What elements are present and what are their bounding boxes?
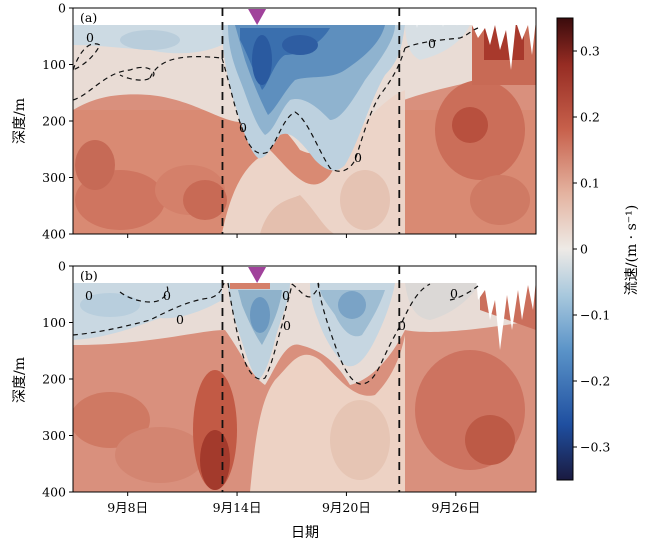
panel-b: 0 0 0 0 0 0 0 (b) 0 100 200 300 400 9月8日 9月14…: [12, 259, 537, 515]
contour-label: 0: [354, 150, 362, 165]
x-tick-label: 9月8日: [107, 500, 148, 515]
y-tick-label: 0: [58, 1, 66, 16]
colorbar-tick-label: −0.1: [580, 308, 610, 323]
contour-label: 0: [239, 120, 247, 135]
panel-label: (b): [80, 268, 98, 283]
x-axis-label: 日期: [291, 525, 319, 541]
typhoon-marker: [248, 267, 267, 283]
panel-a: 0 0 0 0 (a) 0 100 200 300 400 深度/m: [12, 1, 537, 242]
panel-a-x-ticks: [127, 234, 457, 238]
panel-b-event-lines: [221, 266, 401, 492]
y-tick-label: 300: [42, 170, 66, 185]
contour-label: 0: [428, 36, 436, 51]
contour-label: 0: [283, 318, 291, 333]
colorbar: 0.3 0.2 0.1 0 −0.1 −0.2 −0.3 流速/(m · s⁻¹): [556, 17, 640, 481]
panel-b-contour-labels: 0 0 0 0 0 0 0: [85, 286, 458, 333]
y-tick-label: 400: [42, 485, 66, 500]
contour-label: 0: [85, 288, 93, 303]
y-tick-label: 400: [42, 227, 66, 242]
colorbar-tick-label: 0.1: [580, 176, 600, 191]
y-tick-label: 100: [42, 315, 66, 330]
colorbar-label: 流速/(m · s⁻¹): [624, 205, 640, 295]
y-axis-label: 深度/m: [12, 357, 28, 403]
x-tick-label: 9月14日: [213, 500, 262, 515]
y-tick-label: 100: [42, 57, 66, 72]
panel-a-field: 0 0 0 0: [73, 8, 536, 234]
panel-a-y-axis: 0 100 200 300 400: [42, 1, 73, 242]
colorbar-ticks: 0.3 0.2 0.1 0 −0.1 −0.2 −0.3: [573, 44, 610, 455]
contour-label: 0: [450, 286, 458, 301]
contour-label: 0: [163, 288, 171, 303]
x-tick-label: 9月20日: [322, 500, 371, 515]
y-tick-label: 200: [42, 114, 66, 129]
contour-label: 0: [86, 30, 94, 45]
colorbar-tick-label: −0.2: [580, 374, 610, 389]
panel-a-contour-labels: 0 0 0 0: [86, 30, 436, 165]
colorbar-tick-label: 0.2: [580, 110, 600, 125]
colorbar-ramp: [556, 17, 574, 481]
y-tick-label: 200: [42, 372, 66, 387]
colorbar-tick-label: 0: [580, 242, 588, 257]
contour-label: 0: [398, 318, 406, 333]
colorbar-tick-label: −0.3: [580, 440, 610, 455]
contour-label: 0: [176, 312, 184, 327]
panel-b-y-axis: 0 100 200 300 400: [42, 259, 73, 500]
panel-b-field: 0 0 0 0 0 0 0: [73, 266, 536, 492]
y-axis-label: 深度/m: [12, 98, 28, 144]
panel-label: (a): [80, 10, 97, 25]
panel-a-event-lines: [221, 8, 401, 234]
colorbar-tick-label: 0.3: [580, 44, 600, 59]
y-tick-label: 0: [58, 259, 66, 274]
typhoon-marker: [248, 9, 267, 25]
y-tick-label: 300: [42, 428, 66, 443]
contour-label: 0: [282, 288, 290, 303]
panel-b-x-axis: 9月8日 9月14日 9月20日 9月26日: [107, 492, 480, 515]
x-tick-label: 9月26日: [431, 500, 480, 515]
